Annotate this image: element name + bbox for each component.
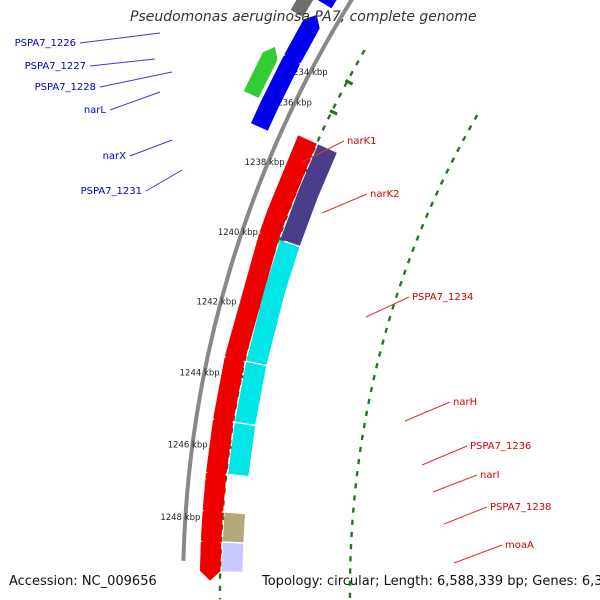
gene-label-moaa: moaA (505, 540, 534, 551)
leader-line (301, 140, 345, 163)
gene-arrow-pspa7-1231 (250, 95, 278, 131)
gene-label-narh: narH (453, 397, 477, 408)
leader-line (109, 91, 161, 111)
gene-label-nari: narI (480, 470, 500, 481)
cog-color-track (221, 144, 337, 572)
genome-summary-text: Topology: circular; Length: 6,588,339 bp… (262, 574, 600, 589)
gene-label-pspa7-1228: PSPA7_1228 (35, 82, 96, 93)
tick-dot-rings (218, 49, 479, 600)
cog-block (280, 189, 318, 246)
tick-mark (344, 79, 354, 86)
gene-label-pspa7-1226: PSPA7_1226 (15, 38, 76, 49)
inner-dot-ring (218, 49, 366, 600)
leader-line (145, 169, 183, 192)
cog-block (222, 512, 245, 543)
gene-label-nark2: narK2 (370, 189, 400, 200)
gene-label-pspa7-1231: PSPA7_1231 (81, 186, 142, 197)
cog-block (234, 361, 267, 425)
cog-block (228, 422, 256, 477)
accession-text: Accession: NC_009656 (9, 574, 157, 589)
tick-label: 1240 kbp (218, 228, 258, 238)
gene-label-narl: narL (84, 105, 107, 116)
gene-arrow-pspa7-1227 (290, 0, 314, 18)
gene-label-pspa7-1234: PSPA7_1234 (412, 292, 473, 303)
tick-mark (329, 109, 338, 116)
leader-line (129, 139, 173, 157)
gene-label-narx: narX (103, 151, 127, 162)
leader-line (443, 506, 488, 525)
leader-line (321, 193, 368, 214)
leader-line (421, 445, 468, 466)
reverse-strand-genes (243, 0, 337, 131)
cog-block (246, 288, 285, 365)
label-leader-lines (79, 32, 503, 564)
leader-line (453, 544, 503, 564)
leader-line (365, 296, 410, 318)
genome-title: Pseudomonas aeruginosa PA7, complete gen… (130, 9, 477, 25)
gene-label-pspa7-1227: PSPA7_1227 (25, 61, 86, 72)
leader-line (79, 32, 161, 44)
gene-label-pspa7-1238: PSPA7_1238 (490, 502, 551, 513)
outer-dot-ring (348, 114, 479, 599)
tick-label: 1234 kbp (288, 68, 328, 78)
gene-labels: PSPA7_1226 PSPA7_1227 PSPA7_1228 narL narX PS… (15, 38, 552, 551)
leader-line (89, 58, 156, 67)
gene-label-nark1: narK1 (347, 136, 377, 147)
gene-arrow-moaa (199, 541, 222, 581)
forward-strand-genes (199, 135, 317, 581)
tick-label: 1236 kbp (272, 99, 312, 109)
genome-backbone (181, 0, 354, 561)
cog-block (221, 542, 244, 572)
leader-line (404, 401, 451, 422)
gene-arrow-narx (243, 46, 278, 99)
leader-line (99, 71, 173, 88)
gene-arrow-pspa7-1226 (317, 0, 337, 9)
leader-line (432, 474, 478, 493)
gene-label-pspa7-1236: PSPA7_1236 (470, 441, 531, 452)
tick-label: 1238 kbp (245, 158, 285, 168)
tick-label: 1248 kbp (160, 513, 200, 523)
tick-label: 1246 kbp (168, 441, 208, 451)
tick-label: 1242 kbp (196, 298, 236, 308)
tick-label: 1244 kbp (180, 369, 220, 379)
